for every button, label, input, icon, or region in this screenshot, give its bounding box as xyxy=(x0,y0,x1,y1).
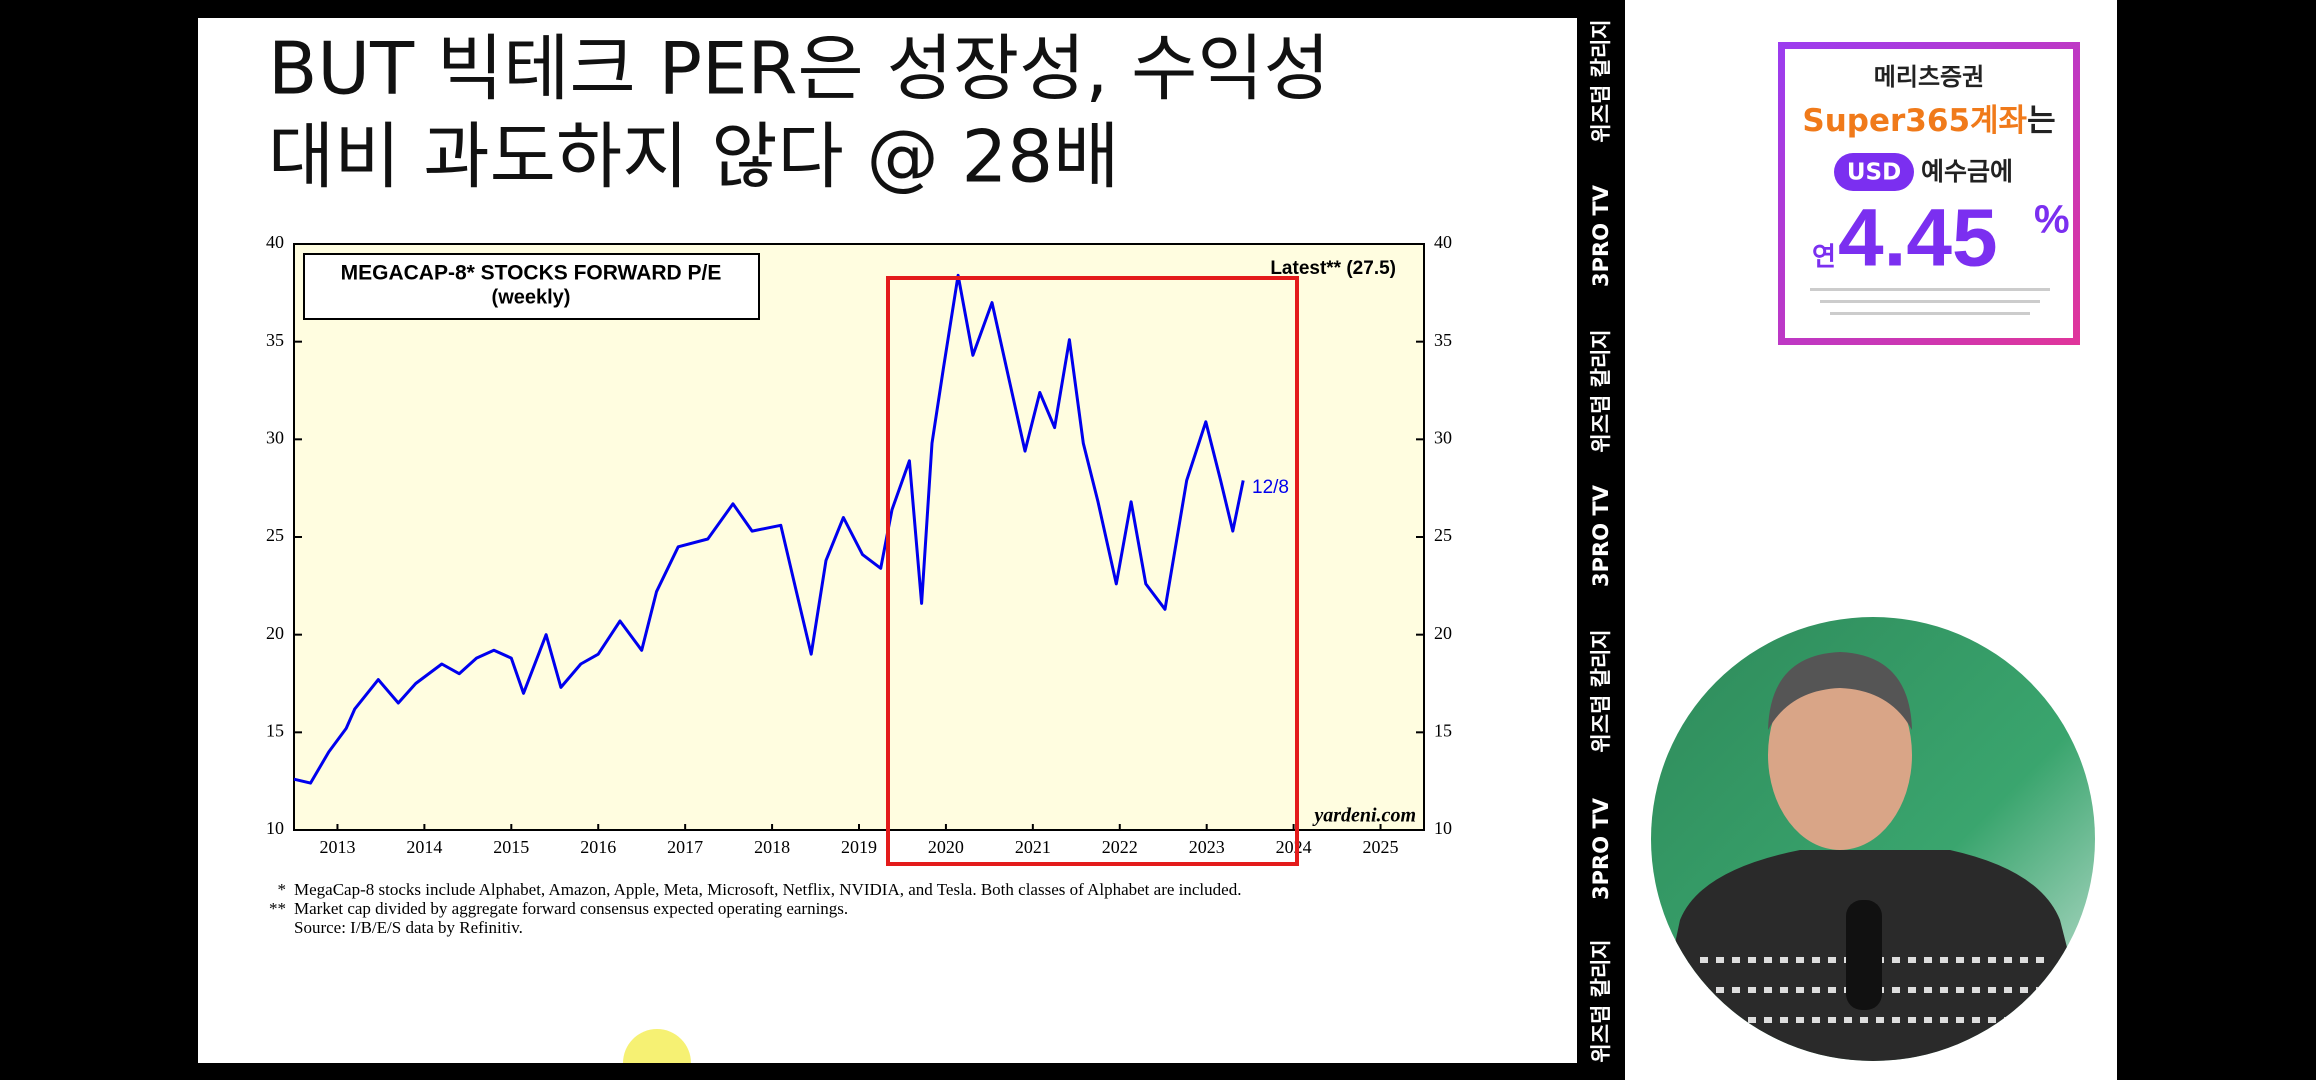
highlight-box xyxy=(886,276,1299,866)
ad-headline: Super365계좌는 xyxy=(1802,103,2055,139)
footnote: Market cap divided by aggregate forward … xyxy=(294,899,848,918)
side-label: 3PRO TV xyxy=(1589,184,1613,287)
hair xyxy=(1768,652,1912,730)
chart-subtitle: (weekly) xyxy=(492,286,571,308)
x-tick-label: 2016 xyxy=(580,837,616,857)
y-tick-label: 20 xyxy=(266,623,284,643)
side-label: 위즈덤 칼리지 xyxy=(1589,19,1613,142)
y-tick-label: 40 xyxy=(266,232,284,252)
ad-fineprint xyxy=(1830,312,2030,315)
ad-rate: 4.45 xyxy=(1838,193,1998,284)
x-tick-label: 2024 xyxy=(1276,837,1312,857)
y-tick-label: 25 xyxy=(266,525,284,545)
ad-rate-unit: % xyxy=(2034,198,2070,242)
plot-area xyxy=(293,243,1425,831)
x-tick-label: 2022 xyxy=(1102,837,1138,857)
chart-title: MEGACAP-8* STOCKS FORWARD P/E xyxy=(341,262,722,285)
date-label: 12/8 xyxy=(1252,477,1289,498)
ad-fineprint xyxy=(1810,288,2050,291)
presenter-video xyxy=(1651,617,2095,1061)
y2-tick-label: 15 xyxy=(1434,720,1452,740)
y2-tick-label: 25 xyxy=(1434,525,1452,545)
y2-tick-label: 10 xyxy=(1434,818,1452,838)
x-tick-label: 2025 xyxy=(1363,837,1399,857)
x-tick-label: 2019 xyxy=(841,837,877,857)
x-tick-label: 2023 xyxy=(1189,837,1225,857)
latest-note: Latest** (27.5) xyxy=(1270,258,1396,279)
side-label: 위즈덤 칼리지 xyxy=(1589,939,1613,1062)
footnotes: * MegaCap-8 stocks include Alphabet, Amaz… xyxy=(269,880,1241,937)
side-label: 위즈덤 칼리지 xyxy=(1589,329,1613,452)
x-tick-label: 2017 xyxy=(667,837,703,857)
sweater-pattern xyxy=(1700,957,2050,1023)
y2-tick-label: 40 xyxy=(1434,232,1452,252)
letterbox xyxy=(0,1063,1577,1080)
x-tick-label: 2020 xyxy=(928,837,964,857)
y-tick-label: 15 xyxy=(266,720,284,740)
y-tick-label: 30 xyxy=(266,427,284,447)
ad-headline-main: Super365계좌 xyxy=(1802,103,2027,139)
side-banner: 위즈덤 칼리지 3PRO TV 위즈덤 칼리지 3PRO TV 위즈덤 칼리지 3PRO … xyxy=(1589,19,1613,1062)
x-tick-label: 2021 xyxy=(1015,837,1051,857)
x-tick-label: 2013 xyxy=(319,837,355,857)
side-label: 3PRO TV xyxy=(1589,484,1613,587)
x-tick-label: 2018 xyxy=(754,837,790,857)
ad-headline-end: 는 xyxy=(2027,103,2056,139)
side-label: 위즈덤 칼리지 xyxy=(1589,629,1613,752)
y2-tick-label: 30 xyxy=(1434,427,1452,447)
footnote-mark: ** xyxy=(269,899,286,918)
x-tick-label: 2015 xyxy=(493,837,529,857)
source-logo: yardeni.com xyxy=(1312,805,1416,827)
face xyxy=(1768,660,1912,850)
side-label: 3PRO TV xyxy=(1589,797,1613,900)
slide-title: 대비 과도하지 않다 @ 28배 xyxy=(268,115,1119,199)
microphone xyxy=(1846,900,1882,1010)
pe-line xyxy=(293,273,1245,785)
ad-deposit: 예수금에 xyxy=(1921,157,2013,186)
y2-tick-label: 20 xyxy=(1434,623,1452,643)
chart-title-box xyxy=(303,253,760,320)
footnote-mark: * xyxy=(278,880,287,899)
ad-pill xyxy=(1834,153,1914,191)
ad-brand: 메리츠증권 xyxy=(1874,63,1984,91)
footnote: Source: I/B/E/S data by Refinitiv. xyxy=(294,918,523,937)
footnote: MegaCap-8 stocks include Alphabet, Amazo… xyxy=(294,880,1241,899)
x-tick-label: 2014 xyxy=(406,837,442,857)
y2-tick-label: 35 xyxy=(1434,330,1452,350)
ad-rate-prefix: 연 xyxy=(1812,243,1836,273)
y-tick-label: 35 xyxy=(266,330,284,350)
slide-title: BUT 빅테크 PER은 성장성, 수익성 xyxy=(268,27,1330,111)
ad-currency: USD xyxy=(1847,160,1901,186)
ad-fineprint xyxy=(1820,300,2040,303)
y-tick-label: 10 xyxy=(266,818,284,838)
